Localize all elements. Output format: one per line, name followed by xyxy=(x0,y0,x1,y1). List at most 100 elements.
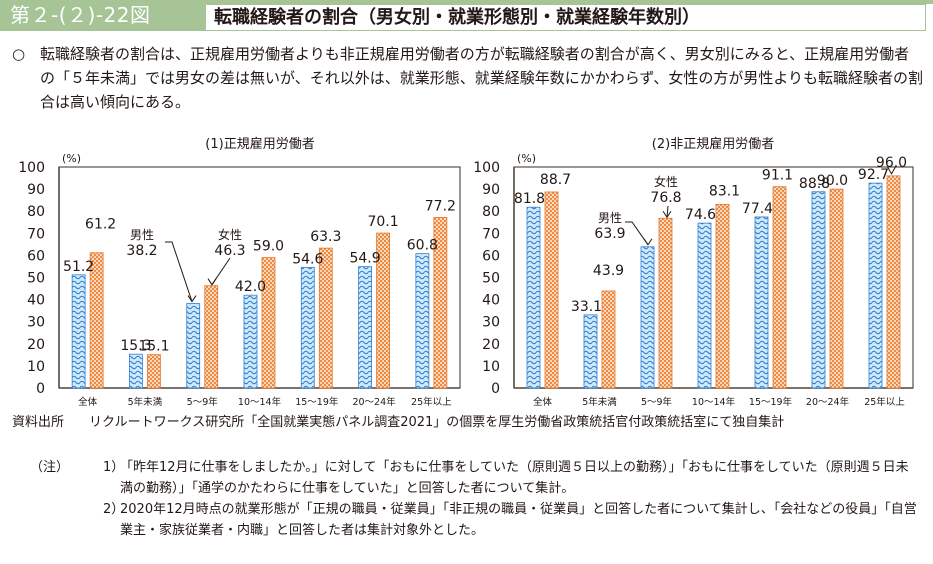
data-label: 74.6 xyxy=(685,207,716,223)
bar-male xyxy=(243,294,258,389)
y-tick-label: 0 xyxy=(36,381,45,397)
note-item: 2） 2020年12月時点の就業形態が「正規の職員・従業員」「非正規の職員・従業… xyxy=(30,499,920,541)
y-tick-label: 70 xyxy=(27,226,45,242)
y-tick-label: 90 xyxy=(27,182,45,198)
header-divider xyxy=(192,0,933,4)
bar-female xyxy=(261,257,276,389)
note-text: 2020年12月時点の就業形態が「正規の職員・従業員」「非正規の職員・従業員」と… xyxy=(120,502,917,538)
data-label: 88.7 xyxy=(540,172,571,188)
y-tick-label: 10 xyxy=(482,359,500,375)
y-tick-label: 50 xyxy=(482,271,500,287)
data-label: 43.9 xyxy=(593,263,624,279)
y-tick-label: 60 xyxy=(482,248,500,264)
annotation-arrow xyxy=(666,205,669,218)
x-tick-label: 10～14年 xyxy=(238,396,282,408)
data-label: 63.9 xyxy=(594,226,625,242)
bar-female xyxy=(544,191,559,389)
bar-female xyxy=(658,217,673,389)
annotation-label: 女性 xyxy=(654,174,678,189)
data-label: 42.0 xyxy=(235,279,266,295)
bar-female xyxy=(147,354,161,389)
data-label: 51.2 xyxy=(63,259,94,275)
annotation-label: 女性 xyxy=(218,227,242,242)
x-tick-label: 25年以上 xyxy=(864,396,905,408)
bar-male xyxy=(71,274,86,389)
bar-female xyxy=(318,247,333,389)
arrow-head-icon xyxy=(643,238,653,246)
bar-female xyxy=(204,285,219,389)
y-tick-label: 10 xyxy=(27,359,45,375)
data-label: 54.9 xyxy=(349,251,380,267)
chart-title: (2)非正規雇用労働者 xyxy=(652,136,774,152)
chart-title: (1)正規雇用労働者 xyxy=(205,136,314,152)
bar-male xyxy=(583,314,598,389)
x-tick-label: 20～24年 xyxy=(352,396,396,408)
bar-male xyxy=(300,266,315,389)
plot-area xyxy=(58,166,461,389)
arrow-head-icon xyxy=(887,166,896,175)
header-divider-2 xyxy=(192,0,206,31)
summary: ○ 転職経験者の割合は、正規雇用労働者よりも非正規雇用労働者の方が転職経験者の割… xyxy=(12,42,924,114)
arrow-head-icon xyxy=(187,295,197,303)
data-label: 70.1 xyxy=(367,214,398,230)
data-label: 54.6 xyxy=(292,251,323,267)
summary-text: 転職経験者の割合は、正規雇用労働者よりも非正規雇用労働者の方が転職経験者の割合が… xyxy=(40,45,924,111)
y-tick-label: 20 xyxy=(482,337,500,353)
bar-male xyxy=(697,222,712,389)
x-tick-label: 20～24年 xyxy=(806,396,850,408)
y-tick-label: 80 xyxy=(482,204,500,220)
x-tick-label: 5年未満 xyxy=(128,396,163,408)
y-tick-label: 100 xyxy=(473,160,500,176)
x-tick-label: 全体 xyxy=(533,396,553,408)
source-label: 資料出所 xyxy=(12,415,65,430)
y-axis-unit: (%) xyxy=(62,152,81,165)
x-tick-label: 全体 xyxy=(78,396,98,408)
y-tick-label: 90 xyxy=(482,182,500,198)
annotation-label: 男性 xyxy=(130,228,154,242)
annotation-arrow xyxy=(165,241,193,302)
annotation-label: 男性 xyxy=(598,211,622,225)
bar-male xyxy=(811,191,826,389)
notes: （注） 1） 「昨年12月に仕事をしましたか。」に対して「おもに仕事をしていた（… xyxy=(30,457,920,541)
x-tick-label: 15～19年 xyxy=(749,396,793,408)
y-tick-label: 50 xyxy=(27,271,45,287)
y-axis-unit: (%) xyxy=(517,152,536,165)
bar-male xyxy=(358,266,372,389)
source-note: 資料出所 リクルートワークス研究所「全国就業実態パネル調査2021」の個票を厚生… xyxy=(12,413,922,433)
data-label: 92.7 xyxy=(858,167,889,183)
data-label: 38.2 xyxy=(126,243,157,259)
note-item: 1） 「昨年12月に仕事をしましたか。」に対して「おもに仕事をしていた（原則週５… xyxy=(30,457,920,499)
data-label: 60.8 xyxy=(407,238,438,254)
bar-male xyxy=(186,303,201,389)
bar-female xyxy=(601,290,616,389)
data-label: 77.2 xyxy=(425,198,456,214)
data-label: 46.3 xyxy=(214,243,245,259)
x-tick-label: 10～14年 xyxy=(692,396,736,408)
data-label: 61.2 xyxy=(85,217,116,233)
circle-bullet-icon: ○ xyxy=(12,45,26,63)
y-tick-label: 70 xyxy=(482,226,500,242)
data-label: 63.3 xyxy=(310,229,341,245)
bar-male xyxy=(754,216,769,389)
notes-label: （注） xyxy=(30,460,70,475)
data-label: 83.1 xyxy=(709,183,740,199)
bar-female xyxy=(772,186,787,389)
note-number: 1） xyxy=(103,460,125,475)
bar-female xyxy=(433,216,448,389)
plot-area xyxy=(513,166,914,389)
bar-male xyxy=(868,182,883,389)
data-label: 81.8 xyxy=(514,191,545,207)
source-text: リクルートワークス研究所「全国就業実態パネル調査2021」の個票を厚生労働省政策… xyxy=(89,415,785,430)
arrow-head-icon xyxy=(662,210,672,219)
figure-title: 転職経験者の割合（男女別・就業形態別・就業経験年数別） xyxy=(206,4,926,31)
x-tick-label: 25年以上 xyxy=(411,396,452,408)
y-tick-label: 80 xyxy=(27,204,45,220)
note-number: 2） xyxy=(103,502,125,517)
x-tick-label: 5～9年 xyxy=(187,396,219,408)
y-tick-label: 30 xyxy=(482,315,500,331)
note-text: 「昨年12月に仕事をしましたか。」に対して「おもに仕事をしていた（原則週５日以上… xyxy=(120,460,909,496)
y-tick-label: 60 xyxy=(27,248,45,264)
data-label: 88.8 xyxy=(799,176,830,192)
bar-male xyxy=(415,253,430,389)
